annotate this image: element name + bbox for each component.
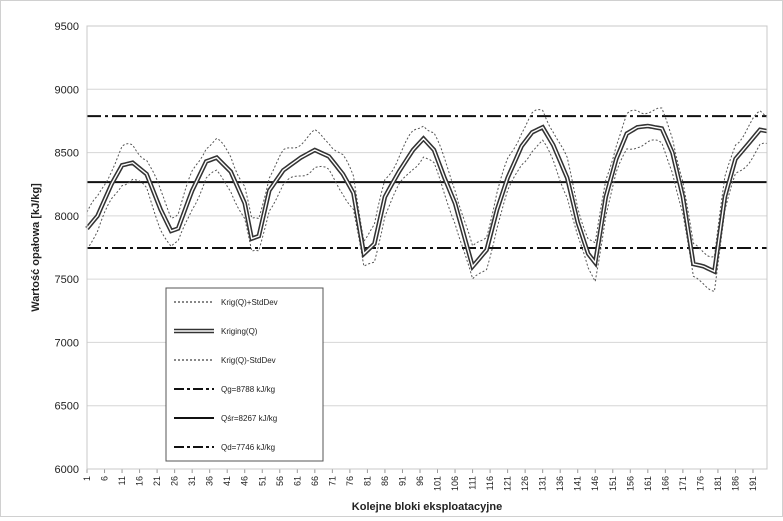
x-tick-label: 151 — [608, 476, 618, 491]
x-tick-label: 166 — [660, 476, 670, 491]
x-tick-label: 56 — [275, 476, 285, 486]
x-tick-label: 171 — [678, 476, 688, 491]
y-axis-title: Wartość opałowa [kJ/kg] — [30, 183, 42, 312]
x-tick-label: 26 — [170, 476, 180, 486]
reference-lines — [87, 115, 767, 250]
y-tick-label: 6000 — [55, 464, 79, 476]
x-tick-label: 16 — [135, 476, 145, 486]
x-tick-label: 6 — [100, 476, 110, 481]
legend-label: Qśr=8267 kJ/kg — [221, 414, 277, 423]
y-tick-label: 8500 — [55, 148, 79, 160]
x-tick-label: 131 — [538, 476, 548, 491]
x-tick-label: 36 — [205, 476, 215, 486]
x-tick-label: 116 — [485, 476, 495, 490]
x-tick-label: 161 — [643, 476, 653, 491]
series-upper-std — [86, 107, 768, 258]
x-tick-label: 76 — [345, 476, 355, 486]
plot-area-border — [86, 25, 768, 470]
x-tick-label: 51 — [257, 476, 267, 486]
legend: Krig(Q)+StdDev Kriging(Q) Krig(Q)-StdDev Qg… — [165, 287, 324, 462]
x-tick-label: 61 — [292, 476, 302, 486]
legend-label: Kriging(Q) — [221, 327, 258, 336]
y-tick-label: 9500 — [55, 21, 79, 33]
x-tick-label: 146 — [590, 476, 600, 491]
x-axis-title: Kolejne bloki eksploatacyjne — [352, 501, 502, 513]
x-tick-label: 1 — [82, 476, 92, 481]
x-tick-label: 191 — [748, 476, 758, 491]
legend-label: Qd=7746 kJ/kg — [221, 443, 275, 452]
legend-box — [165, 287, 324, 462]
x-tick-label: 46 — [240, 476, 250, 486]
x-tick-label: 71 — [327, 476, 337, 486]
series-curves — [85, 107, 768, 293]
x-tick-label: 141 — [573, 476, 583, 491]
legend-label: Qg=8788 kJ/kg — [221, 385, 275, 394]
y-tick-label: 9000 — [55, 84, 79, 96]
x-tick-label: 156 — [625, 476, 635, 491]
legend-label: Krig(Q)+StdDev — [221, 298, 278, 307]
series-kriging-core — [86, 125, 768, 273]
x-tick-label: 91 — [397, 476, 407, 486]
x-tick-label: 96 — [415, 476, 425, 486]
series-lower-std — [86, 139, 768, 293]
y-tick-label: 7500 — [55, 274, 79, 286]
x-tick-label: 86 — [380, 476, 390, 486]
x-tick-label: 41 — [222, 476, 232, 486]
x-tick-label: 176 — [695, 476, 705, 491]
x-tick-label: 186 — [730, 476, 740, 491]
x-tick-label: 136 — [555, 476, 565, 491]
y-tick-label: 7000 — [55, 337, 79, 349]
x-tick-label: 31 — [187, 476, 197, 486]
x-tick-labels: 1 6 11 16 21 26 31 36 41 46 51 56 61 66 71 76 81 86 91 96 10… — [82, 469, 758, 491]
x-tick-label: 66 — [310, 476, 320, 486]
x-tick-label: 101 — [433, 476, 443, 491]
legend-label: Krig(Q)-StdDev — [221, 356, 276, 365]
x-tick-label: 181 — [713, 476, 723, 491]
x-tick-label: 111 — [468, 476, 478, 490]
x-tick-label: 126 — [520, 476, 530, 491]
y-tick-labels: 6000 6500 7000 7500 8000 8500 9000 9500 — [55, 21, 79, 476]
x-tick-label: 11 — [117, 476, 127, 485]
x-tick-label: 106 — [450, 476, 460, 491]
x-tick-label: 81 — [362, 476, 372, 486]
x-tick-label: 121 — [503, 476, 513, 491]
y-tick-label: 8000 — [55, 211, 79, 223]
y-tick-label: 6500 — [55, 401, 79, 413]
x-tick-label: 21 — [152, 476, 162, 486]
